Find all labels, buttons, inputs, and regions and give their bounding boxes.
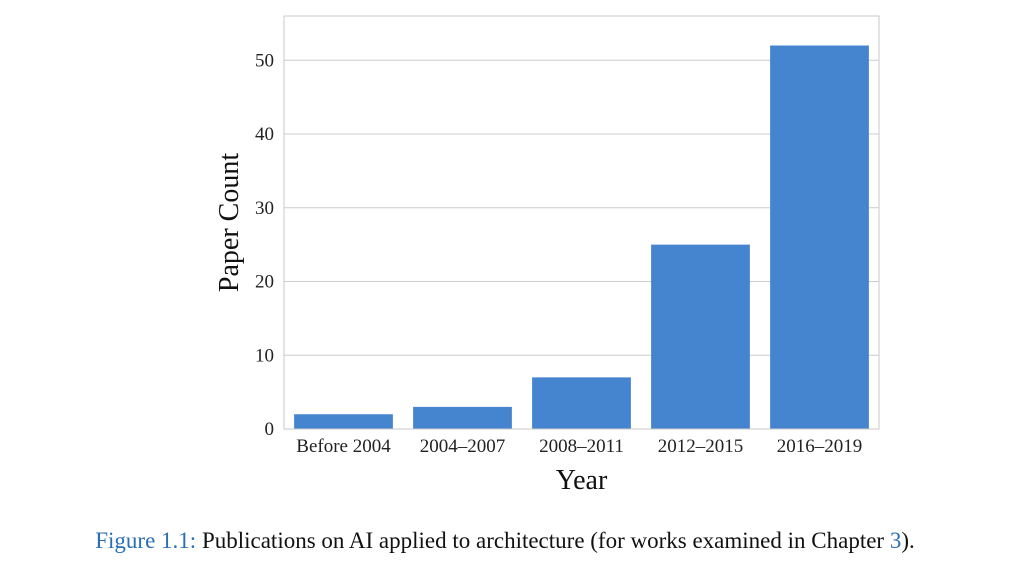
- caption-chapter-ref[interactable]: 3: [889, 528, 902, 553]
- y-tick-labels: 0 10 20 30 40 50: [255, 50, 274, 440]
- bars: [294, 45, 869, 429]
- x-tick-label: 2008–2011: [539, 436, 624, 457]
- bar-4: [770, 45, 869, 429]
- x-tick-label: 2012–2015: [658, 436, 744, 457]
- y-tick-label: 50: [255, 50, 274, 71]
- caption-end: ).: [901, 528, 915, 553]
- x-axis-title: Year: [556, 465, 608, 496]
- y-axis-title: Paper Count: [214, 153, 245, 292]
- bar-0: [294, 414, 393, 429]
- plot-frame: [283, 15, 880, 430]
- y-tick-label: 30: [255, 198, 274, 219]
- x-tick-label: 2016–2019: [777, 436, 863, 457]
- y-tick-label: 40: [255, 124, 274, 145]
- x-tick-label: 2004–2007: [420, 436, 506, 457]
- x-tick-label: Before 2004: [296, 436, 391, 457]
- caption-label: Figure 1.1:: [95, 528, 197, 553]
- bar-1: [413, 406, 512, 429]
- y-tick-label: 0: [265, 419, 275, 440]
- x-tick-labels: Before 2004 2004–2007 2008–2011 2012–2015 20…: [296, 436, 862, 457]
- bar-chart: 0 10 20 30 40 50 Before 2004 2004–2007 2008–201…: [214, 15, 880, 496]
- figure-caption: Figure 1.1: Publications on AI applied t…: [0, 528, 1010, 554]
- caption-text: Publications on AI applied to architectu…: [196, 528, 890, 553]
- y-tick-label: 20: [255, 272, 274, 293]
- y-tick-label: 10: [255, 345, 274, 366]
- bar-2: [532, 377, 631, 429]
- bar-3: [651, 244, 750, 429]
